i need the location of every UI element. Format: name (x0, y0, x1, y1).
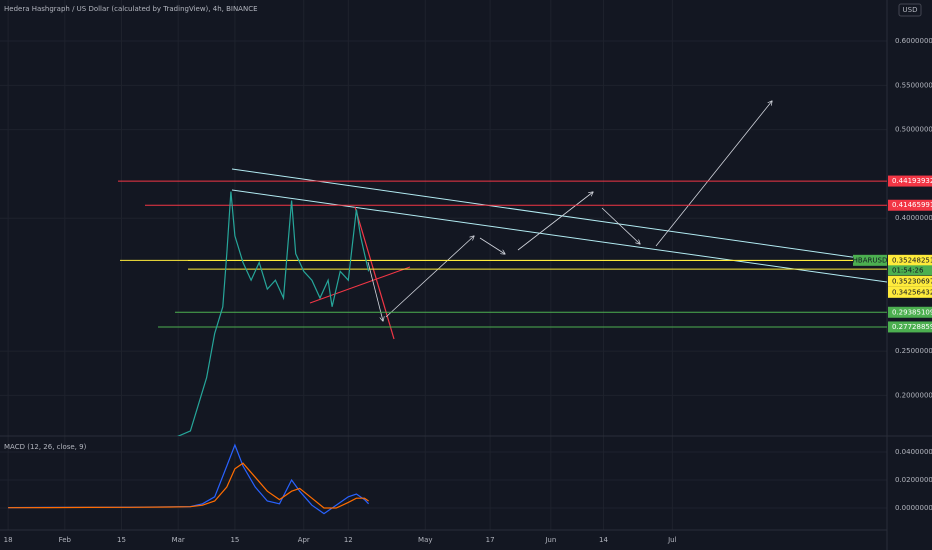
x-tick-label: Jun (544, 536, 556, 544)
x-tick-label: Apr (298, 536, 310, 544)
x-tick-label: May (418, 536, 432, 544)
level-label: 0.34256432 (892, 288, 932, 296)
level-label-box (888, 254, 932, 266)
plot (8, 443, 370, 515)
level-label-box (888, 199, 932, 211)
countdown: 01:54:26 (892, 266, 924, 274)
level-label: 0.35230697 (892, 277, 932, 285)
level-label: 0.44193932 (892, 177, 932, 185)
x-tick-label: 14 (599, 536, 608, 544)
grid (0, 0, 887, 530)
countdown-box (888, 265, 932, 276)
level-label: 0.35248251 (892, 256, 932, 264)
arrow (385, 236, 474, 318)
level-label-box (888, 275, 932, 287)
x-tick-label: 17 (486, 536, 495, 544)
level-label: 0.29385109 (892, 308, 932, 316)
symbol-tag-box (853, 254, 887, 266)
symbol-tag: HBARUSD (853, 256, 888, 264)
plot (118, 180, 887, 436)
arrow (517, 192, 593, 251)
series-line (177, 191, 370, 436)
chart-title: Hedera Hashgraph / US Dollar (calculated… (4, 5, 258, 13)
level-label: 0.41465991 (892, 201, 932, 209)
arrow (601, 207, 640, 244)
series-line (8, 462, 369, 509)
y-tick-label: 0.00000000 (895, 504, 932, 512)
y-tick-label: 0.20000000 (895, 391, 932, 399)
level-label-box (888, 306, 932, 318)
arrow (367, 261, 383, 321)
indicator-title: MACD (12, 26, close, 9) (4, 443, 87, 451)
level-label: 0.27728859 (892, 323, 932, 331)
currency[interactable]: USD (903, 6, 918, 14)
x-tick-label: Feb (59, 536, 72, 544)
x-tick-label: 12 (344, 536, 353, 544)
x-tick-label: Mar (172, 536, 185, 544)
x-tick-label: 15 (117, 536, 126, 544)
level-label-box (888, 175, 932, 187)
arrow (655, 101, 772, 247)
level-label-box (888, 286, 932, 298)
x-tick-label: Jul (667, 536, 677, 544)
trend-line (309, 266, 411, 304)
arrow (479, 237, 505, 254)
currency-box[interactable] (898, 3, 922, 17)
trend-line (231, 168, 887, 263)
level-label-box (888, 321, 932, 333)
x-tick-label: 18 (4, 536, 13, 544)
x-tick-label: 15 (230, 536, 239, 544)
trend-line (354, 206, 395, 340)
